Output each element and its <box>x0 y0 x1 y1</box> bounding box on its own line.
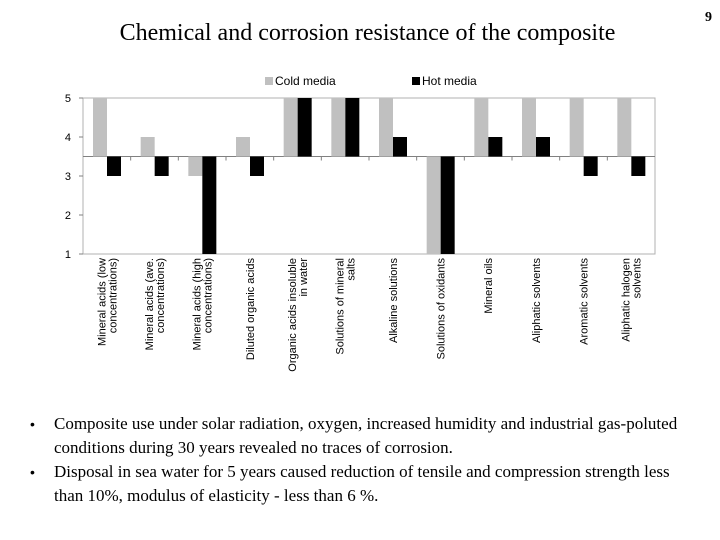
bar-cold <box>474 98 489 157</box>
y-tick-label: 1 <box>65 249 71 261</box>
y-tick-label: 4 <box>65 132 71 144</box>
legend-swatch <box>412 77 420 85</box>
x-tick-label: solvents <box>632 258 644 299</box>
x-tick-label: Diluted organic acids <box>245 258 257 361</box>
x-tick-label: Organic acids insoluble <box>287 258 299 372</box>
x-tick-label-group: Alkaline solutions <box>388 258 400 343</box>
bar-hot <box>154 156 169 176</box>
plot-area <box>82 97 656 255</box>
y-tick-label: 3 <box>65 171 71 183</box>
bullet-list: • Composite use under solar radiation, o… <box>30 412 700 508</box>
page-number: 9 <box>705 10 712 25</box>
x-tick-label: salts <box>346 258 358 281</box>
x-tick-label: Solutions of oxidants <box>436 258 448 360</box>
legend-label: Cold media <box>275 74 336 88</box>
x-tick-label: Mineral acids (low <box>96 258 108 346</box>
x-tick-label: Mineral acids (ave. <box>144 258 156 350</box>
bullet-item: • Disposal in sea water for 5 years caus… <box>30 460 700 508</box>
bar-cold <box>522 98 536 157</box>
bar-cold <box>569 98 584 157</box>
x-tick-label: Mineral acids (high <box>192 258 204 350</box>
bar-cold <box>283 98 298 157</box>
x-tick-label-group: Aliphatic halogen solvents <box>621 258 644 342</box>
bar-cold <box>188 156 203 176</box>
bar-cold <box>426 156 441 254</box>
x-tick-label-group: Aromatic solvents <box>579 258 591 345</box>
bullet-icon: • <box>30 464 35 480</box>
x-tick-label: concentrations) <box>203 258 215 333</box>
x-tick-label-group: Organic acids insoluble in water <box>287 258 310 372</box>
x-tick-label-group: Mineral acids (ave. concentrations) <box>144 258 167 350</box>
bullet-text: Composite use under solar radiation, oxy… <box>54 414 678 457</box>
bar-hot <box>631 156 646 176</box>
bar-hot <box>107 156 121 176</box>
bar-cold <box>93 98 107 157</box>
bar-hot <box>488 137 503 157</box>
bar-hot <box>583 156 598 176</box>
x-tick-label: in water <box>298 258 310 297</box>
legend: Cold media Hot media <box>265 74 477 88</box>
x-tick-label: Solutions of mineral <box>335 258 347 355</box>
x-tick-label-group: Solutions of mineral salts <box>335 258 358 355</box>
bar-hot <box>536 137 550 157</box>
bar-hot <box>202 156 217 254</box>
x-tick-label: Alkaline solutions <box>388 258 400 343</box>
y-tick-label: 5 <box>65 93 71 105</box>
bar-hot <box>345 98 360 157</box>
bar-hot <box>393 137 407 157</box>
x-tick-label-group: Aliphatic solvents <box>531 258 543 343</box>
x-tick-label: Aromatic solvents <box>579 258 591 345</box>
bullet-text: Disposal in sea water for 5 years caused… <box>54 462 670 505</box>
x-tick-label: concentrations) <box>155 258 167 333</box>
y-tick-label: 2 <box>65 210 71 222</box>
bullet-icon: • <box>30 416 35 432</box>
bar-cold <box>236 137 250 157</box>
bar-cold <box>140 137 155 157</box>
bar-cold <box>331 98 346 157</box>
legend-swatch <box>265 77 273 85</box>
x-tick-label-group: Diluted organic acids <box>245 258 257 361</box>
x-tick-label: concentrations) <box>107 258 119 333</box>
x-tick-label-group: Solutions of oxidants <box>436 258 448 360</box>
bar-hot <box>297 98 312 157</box>
x-tick-label: Aliphatic halogen <box>621 258 633 342</box>
x-tick-label: Mineral oils <box>483 258 495 314</box>
bar-hot <box>440 156 455 254</box>
slide-title: Chemical and corrosion resistance of the… <box>119 20 616 46</box>
bar-hot <box>250 156 264 176</box>
x-tick-label: Aliphatic solvents <box>531 258 543 343</box>
x-tick-label-group: Mineral oils <box>483 258 495 314</box>
bar-cold <box>379 98 393 157</box>
legend-label: Hot media <box>422 74 477 88</box>
x-tick-label-group: Mineral acids (high concentrations) <box>192 258 215 350</box>
bullet-item: • Composite use under solar radiation, o… <box>30 412 700 460</box>
x-tick-label-group: Mineral acids (low concentrations) <box>96 258 119 346</box>
bar-cold <box>617 98 632 157</box>
